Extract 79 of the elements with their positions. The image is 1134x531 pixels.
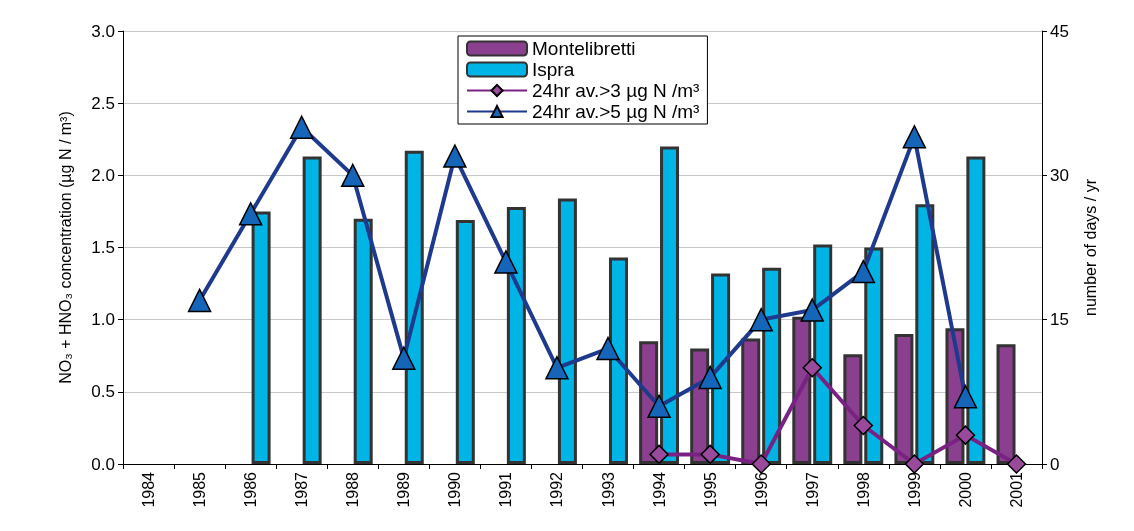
x-tick-label: 2000 (956, 471, 974, 508)
x-tick-label: 1986 (242, 471, 260, 508)
point (341, 163, 365, 188)
x-tick-label: 1989 (395, 471, 413, 508)
x-tick-label: 1992 (548, 471, 566, 508)
x-tick-label: 1995 (701, 471, 719, 508)
point (392, 346, 416, 370)
x-tick-label: 1984 (140, 471, 158, 508)
bar (302, 156, 322, 464)
point (545, 356, 569, 380)
bar (792, 316, 812, 464)
point (1006, 454, 1027, 474)
x-tick-label: 1993 (599, 471, 617, 508)
point (802, 358, 822, 378)
x-tick-label: 1997 (803, 471, 821, 508)
bar (966, 156, 986, 464)
point (649, 444, 669, 465)
x-tick-label: 1994 (650, 471, 668, 508)
bar (455, 220, 475, 464)
bar (996, 344, 1016, 464)
point (647, 394, 671, 419)
x-tick-label: 1998 (854, 471, 872, 508)
x-tick-label: 2001 (1007, 471, 1025, 508)
y-tick-label: 0.5 (91, 382, 115, 402)
y-tick-label: 2.0 (91, 165, 115, 185)
x-tick-label: 1987 (293, 471, 311, 508)
legend-label: Montelibretti (532, 38, 636, 59)
bar (353, 218, 373, 464)
point (749, 307, 773, 332)
point (800, 298, 824, 322)
legend-label: Ispra (532, 59, 575, 80)
x-tick-label: 1996 (752, 471, 770, 508)
point (187, 288, 212, 313)
point (853, 415, 874, 436)
bar (251, 211, 271, 464)
x-tick-label: 1991 (497, 471, 515, 508)
point (289, 115, 314, 139)
bar (608, 257, 628, 464)
point (596, 336, 620, 361)
point (902, 125, 927, 149)
point (494, 250, 518, 274)
bar (741, 338, 761, 464)
legend-label: 24hr av.>5 µg N /m³ (532, 101, 700, 122)
y-tick-label: 1.5 (91, 238, 115, 257)
bar (864, 247, 884, 464)
point (955, 425, 976, 445)
y-axis-title: NO₃ + HNO₃ concentration (µg N / m³) (56, 111, 74, 384)
x-tick-label: 1985 (191, 471, 209, 508)
x-tick-label: 1988 (344, 471, 362, 508)
bar (915, 204, 935, 464)
x-tick-label: 1990 (446, 471, 464, 508)
point (904, 454, 925, 474)
point (751, 454, 771, 474)
point (851, 259, 876, 284)
point (700, 444, 720, 465)
y-tick-label: 2.5 (91, 93, 115, 113)
bar (506, 207, 526, 464)
y2-tick-label: 0 (1050, 454, 1060, 474)
y2-tick-label: 15 (1050, 310, 1069, 330)
y2-tick-label: 45 (1050, 21, 1069, 41)
x-tick-label: 1999 (905, 471, 923, 508)
bar (660, 146, 680, 464)
point (698, 365, 722, 390)
bar (404, 150, 424, 464)
point (443, 144, 467, 168)
y-tick-label: 1.0 (91, 310, 115, 330)
bar (557, 198, 577, 464)
bar (813, 244, 833, 464)
bar (762, 267, 782, 464)
y2-tick-label: 30 (1050, 165, 1069, 185)
y-tick-label: 3.0 (91, 21, 115, 41)
bar (894, 334, 914, 464)
y-tick-label: 0.0 (91, 454, 115, 474)
point (953, 384, 978, 409)
legend-label: 24hr av.>3 µg N /m³ (532, 80, 700, 101)
bar (843, 354, 863, 464)
point (238, 202, 263, 226)
bar (711, 273, 731, 464)
y2-axis-title: number of days / yr (1081, 178, 1099, 316)
